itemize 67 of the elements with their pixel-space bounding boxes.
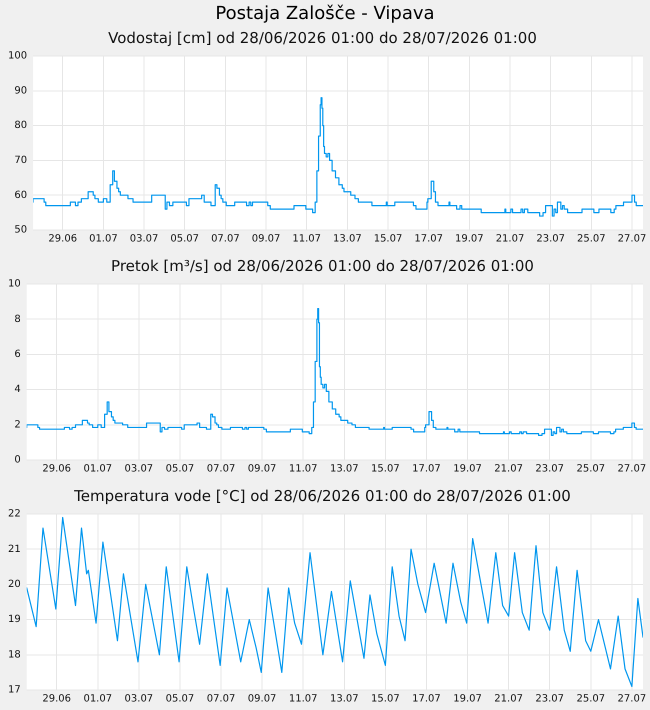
y-tick-label: 0 xyxy=(14,454,21,466)
y-tick-label: 22 xyxy=(8,508,21,520)
chart-title: Temperatura vode [°C] od 28/06/2026 01:00 do 28/07/2026 01:00 xyxy=(73,486,571,505)
x-tick-label: 29.06 xyxy=(42,694,72,705)
x-tick-label: 25.07 xyxy=(576,464,606,475)
x-tick-label: 25.07 xyxy=(577,234,606,245)
x-tick-label: 11.07 xyxy=(288,694,318,705)
x-tick-label: 03.07 xyxy=(124,694,154,705)
y-tick-label: 19 xyxy=(8,614,21,626)
y-tick-label: 8 xyxy=(14,314,21,325)
y-tick-label: 70 xyxy=(14,154,28,166)
y-tick-label: 90 xyxy=(14,85,28,96)
y-tick-label: 6 xyxy=(14,348,21,360)
x-tick-label: 25.07 xyxy=(576,694,606,705)
x-tick-label: 23.07 xyxy=(535,694,564,705)
y-tick-label: 21 xyxy=(8,544,21,555)
x-tick-label: 21.07 xyxy=(494,694,523,705)
x-tick-label: 05.07 xyxy=(170,234,200,245)
x-tick-label: 11.07 xyxy=(292,234,322,245)
x-tick-label: 23.07 xyxy=(535,464,564,475)
chart-title: Pretok [m³/s] od 28/06/2026 01:00 do 28/07/2026 01:00 xyxy=(111,256,534,275)
x-tick-label: 03.07 xyxy=(130,234,158,245)
x-tick-label: 15.07 xyxy=(374,234,402,245)
y-tick-label: 20 xyxy=(8,578,21,590)
chart-title: Postaja Zalošče - Vipava xyxy=(214,2,436,26)
x-tick-label: 19.07 xyxy=(453,694,482,705)
x-tick-label: 27.07 xyxy=(618,464,646,475)
x-tick-label: 27.07 xyxy=(618,694,646,705)
y-tick-label: 60 xyxy=(14,190,28,201)
x-tick-label: 05.07 xyxy=(166,464,194,475)
x-tick-label: 01.07 xyxy=(89,234,118,245)
x-tick-label: 09.07 xyxy=(248,464,276,475)
chart-subtitle: Vodostaj [cm] od 28/06/2026 01:00 do 28/07/2026 01:00 xyxy=(108,28,537,47)
x-tick-label: 27.07 xyxy=(618,234,646,245)
x-tick-label: 17.07 xyxy=(414,234,444,245)
x-tick-label: 05.07 xyxy=(166,694,194,705)
x-tick-label: 01.07 xyxy=(83,464,112,475)
y-tick-label: 100 xyxy=(8,50,28,62)
x-tick-label: 23.07 xyxy=(536,234,565,245)
x-tick-label: 29.06 xyxy=(42,464,72,475)
x-tick-label: 17.07 xyxy=(412,694,441,705)
x-tick-label: 19.07 xyxy=(453,464,482,475)
x-tick-label: 11.07 xyxy=(288,464,318,475)
x-tick-label: 13.07 xyxy=(330,694,359,705)
x-tick-label: 01.07 xyxy=(83,694,112,705)
y-tick-label: 50 xyxy=(14,224,28,236)
x-tick-label: 09.07 xyxy=(248,694,276,705)
y-tick-label: 2 xyxy=(14,419,21,430)
y-tick-label: 18 xyxy=(8,649,21,660)
x-tick-label: 19.07 xyxy=(455,234,484,245)
x-tick-label: 03.07 xyxy=(124,464,154,475)
x-tick-label: 07.07 xyxy=(206,694,236,705)
x-tick-label: 13.07 xyxy=(330,464,359,475)
y-tick-label: 10 xyxy=(8,278,21,290)
x-tick-label: 17.07 xyxy=(412,464,441,475)
x-tick-label: 29.06 xyxy=(48,234,78,245)
x-tick-label: 13.07 xyxy=(333,234,362,245)
x-tick-label: 09.07 xyxy=(252,234,280,245)
x-tick-label: 07.07 xyxy=(211,234,240,245)
y-tick-label: 17 xyxy=(8,684,21,696)
x-tick-label: 07.07 xyxy=(206,464,236,475)
y-tick-label: 4 xyxy=(14,384,21,396)
x-tick-label: 21.07 xyxy=(496,234,524,245)
x-tick-label: 15.07 xyxy=(371,694,400,705)
x-tick-label: 21.07 xyxy=(494,464,523,475)
x-tick-label: 15.07 xyxy=(371,464,400,475)
y-tick-label: 80 xyxy=(14,120,28,132)
